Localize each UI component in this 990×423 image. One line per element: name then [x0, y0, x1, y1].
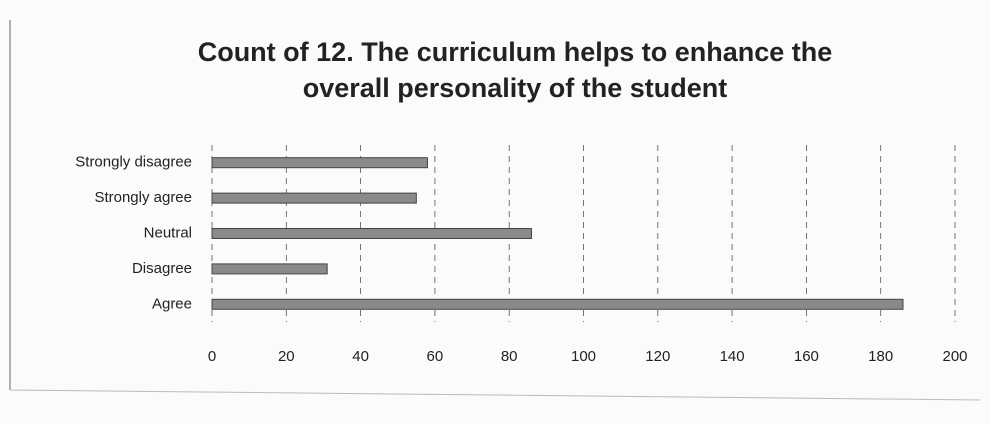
y-tick-label: Agree	[152, 295, 192, 312]
bar	[211, 157, 428, 169]
x-tick-label: 200	[942, 348, 967, 365]
x-tick-label: 100	[571, 348, 596, 365]
x-tick-label: 180	[868, 348, 893, 365]
bar	[211, 228, 532, 239]
x-tick-label: 0	[208, 348, 216, 365]
frame	[9, 389, 981, 401]
chart-title: Count of 12. The curriculum helps to enh…	[197, 37, 833, 103]
bar	[211, 192, 417, 204]
x-tick-label: 80	[501, 348, 518, 365]
bar	[211, 298, 904, 310]
y-tick-label: Neutral	[144, 224, 192, 241]
bar	[211, 263, 328, 275]
x-tick-label: 140	[720, 348, 745, 365]
x-tick-label: 20	[278, 348, 295, 365]
y-tick-label: Disagree	[132, 260, 192, 277]
x-tick-label: 40	[352, 348, 369, 365]
x-tick-label: 120	[645, 348, 670, 365]
y-tick-label: Strongly agree	[94, 189, 192, 206]
y-tick-label: Strongly disagree	[75, 154, 192, 171]
x-tick-label: 160	[794, 348, 819, 365]
x-tick-label: 60	[427, 348, 444, 365]
